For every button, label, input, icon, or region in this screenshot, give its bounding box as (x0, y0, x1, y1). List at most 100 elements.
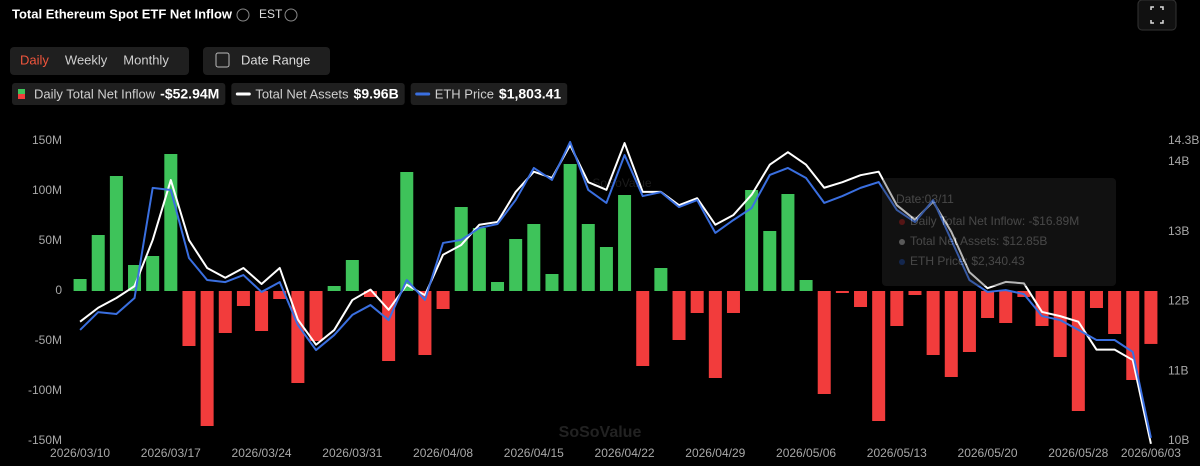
bar (1053, 291, 1067, 357)
bar (363, 291, 377, 297)
bar (1071, 291, 1085, 411)
bar (726, 291, 740, 313)
bar (291, 291, 305, 383)
bar (745, 190, 759, 291)
tooltip-line: ETH Price: $2,340.43 (910, 254, 1025, 268)
x-tick-label: 2026/04/15 (504, 446, 564, 460)
y-tick-label: 0 (55, 283, 62, 297)
y-tick-label: 50M (39, 233, 62, 247)
bar (164, 154, 178, 291)
legend-item[interactable]: Daily Total Net Inflow -$52.94M (12, 83, 226, 105)
legend-item[interactable]: ETH Price $1,803.41 (410, 83, 568, 105)
legend-value: $9.96B (354, 86, 399, 102)
bar (962, 291, 976, 352)
page-title: Total Ethereum Spot ETF Net Inflow (12, 6, 233, 21)
tooltip-dot (899, 219, 905, 225)
legend-value: -$52.94M (160, 86, 219, 102)
legend-value: $1,803.41 (499, 86, 561, 102)
bar (781, 194, 795, 291)
bar (472, 228, 486, 291)
bar (944, 291, 958, 377)
tooltip-line: Daily Total Net Inflow: -$16.89M (910, 214, 1079, 228)
bar (835, 291, 849, 293)
legend: Daily Total Net Inflow -$52.94M Total Net … (12, 83, 568, 105)
tooltip-dot (899, 239, 905, 245)
tabs: Daily Weekly Monthly (20, 52, 169, 67)
bar (981, 291, 995, 318)
bar (309, 291, 323, 341)
date-range-button[interactable] (203, 47, 330, 75)
x-tick-label: 2026/03/17 (141, 446, 201, 460)
bar (1108, 291, 1122, 334)
bar (200, 291, 214, 426)
legend-label: Daily Total Net Inflow (34, 86, 156, 101)
watermark: SoSoValue (559, 424, 642, 441)
fullscreen-button[interactable] (1137, 0, 1177, 31)
bar (1126, 291, 1140, 380)
tab-group (10, 47, 189, 75)
y-tick-label: -150M (28, 433, 62, 447)
bar (345, 260, 359, 291)
timezone: EST (259, 7, 283, 21)
bar (255, 291, 269, 331)
bar (146, 256, 160, 291)
x-tick-label: 2026/04/22 (595, 446, 655, 460)
y-tick-label: -50M (35, 333, 62, 347)
bar (527, 224, 541, 291)
bar (436, 291, 450, 309)
legend-box (410, 83, 568, 105)
y2-tick-label: 14B (1168, 154, 1189, 168)
bar (926, 291, 940, 355)
info-icon[interactable] (236, 8, 250, 22)
bar (91, 235, 105, 291)
legend-swatch (18, 94, 25, 99)
bar (618, 195, 632, 291)
calendar-icon (215, 52, 230, 68)
line (79, 142, 1152, 445)
bar (708, 291, 722, 378)
legend-item[interactable]: Total Net Assets $9.96B (231, 83, 405, 105)
bar (218, 291, 232, 333)
y-tick-label: 150M (32, 133, 62, 147)
bar (182, 291, 196, 346)
bar (1035, 291, 1049, 326)
line (79, 140, 1152, 439)
x-tick-label: 2026/03/24 (232, 446, 292, 460)
tab[interactable]: Weekly (65, 52, 108, 67)
tab[interactable]: Monthly (123, 52, 169, 67)
y2-tick-label: 10B (1168, 433, 1189, 447)
x-tick-label: 2026/05/13 (867, 446, 927, 460)
y-tick-label: -100M (28, 383, 62, 397)
tooltip-box (882, 178, 1116, 286)
bar (799, 280, 813, 291)
x-tick-label: 2026/05/20 (958, 446, 1018, 460)
legend-box (12, 83, 226, 105)
tooltip-dot (899, 259, 905, 265)
bar (418, 291, 432, 355)
plot: 150M 100M 50M 0 -50M -100M -150M 14.3B 14B 13B 12B… (28, 133, 1199, 460)
bar (545, 274, 559, 291)
bar (654, 268, 668, 291)
bar (999, 291, 1013, 323)
tab[interactable]: Daily (20, 52, 49, 67)
bar (563, 164, 577, 291)
bar (854, 291, 868, 307)
date-range-label: Date Range (241, 52, 310, 67)
y2-tick-label: 13B (1168, 224, 1189, 238)
legend-label: Total Net Assets (255, 86, 349, 101)
bar (109, 176, 123, 291)
bar (636, 291, 650, 366)
bar (599, 247, 613, 291)
tooltip-line: Total Net Assets: $12.85B (910, 234, 1047, 248)
bar (581, 224, 595, 291)
x-tick-label: 2026/03/10 (50, 446, 110, 460)
x-tick-label: 2026/05/06 (776, 446, 836, 460)
bar (491, 282, 505, 291)
fullscreen-icon (1150, 6, 1164, 24)
x-tick-label: 2026/03/31 (322, 446, 382, 460)
info-icon[interactable] (284, 8, 298, 22)
tooltip: Date:03/11 Daily Total Net Inflow: -$16.… (882, 178, 1116, 286)
bar (908, 291, 922, 295)
bar (73, 279, 87, 291)
